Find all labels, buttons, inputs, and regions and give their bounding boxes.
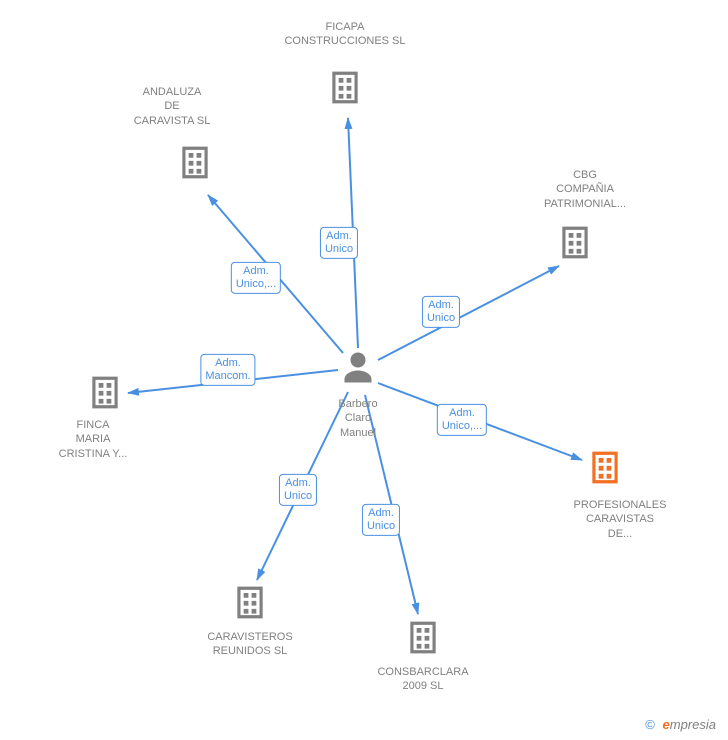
company-label-ficapa: FICAPA CONSTRUCCIONES SL (284, 20, 405, 49)
building-icon (404, 619, 442, 657)
edge-label-ficapa: Adm. Unico (320, 227, 358, 259)
edge-label-andaluza: Adm. Unico,... (231, 262, 281, 294)
building-icon (86, 374, 124, 412)
copyright-symbol: © (645, 717, 655, 732)
company-label-profesionales: PROFESIONALES CARAVISTAS DE... (574, 498, 667, 541)
edge-label-cbg: Adm. Unico (422, 296, 460, 328)
company-node-cbg[interactable] (556, 224, 594, 267)
company-node-profesionales[interactable] (586, 449, 624, 492)
edge-label-finca: Adm. Mancom. (200, 354, 255, 386)
edge-label-caravisteros: Adm. Unico (279, 474, 317, 506)
building-icon (176, 144, 214, 182)
company-node-andaluza[interactable] (176, 144, 214, 187)
company-label-consbarclara: CONSBARCLARA 2009 SL (377, 665, 468, 694)
building-icon (556, 224, 594, 262)
edge-label-consbarclara: Adm. Unico (362, 504, 400, 536)
person-icon (340, 350, 376, 386)
building-icon (231, 584, 269, 622)
building-icon (586, 449, 624, 487)
company-label-finca: FINCA MARIA CRISTINA Y... (59, 418, 128, 461)
building-icon (326, 69, 364, 107)
company-label-andaluza: ANDALUZA DE CARAVISTA SL (134, 85, 211, 128)
edge-label-profesionales: Adm. Unico,... (437, 404, 487, 436)
company-label-caravisteros: CARAVISTEROS REUNIDOS SL (207, 630, 292, 659)
company-node-ficapa[interactable] (326, 69, 364, 112)
brand-first-letter: e (663, 717, 670, 732)
company-node-caravisteros[interactable] (231, 584, 269, 627)
company-node-finca[interactable] (86, 374, 124, 417)
company-label-cbg: CBG COMPAÑIA PATRIMONIAL... (544, 168, 626, 211)
center-node-label: Barbero Claro Manuel (338, 397, 377, 440)
brand-rest: mpresia (670, 717, 716, 732)
center-person-icon[interactable] (340, 350, 376, 391)
edge-line (378, 266, 559, 360)
footer: © empresia (645, 717, 716, 732)
company-node-consbarclara[interactable] (404, 619, 442, 662)
